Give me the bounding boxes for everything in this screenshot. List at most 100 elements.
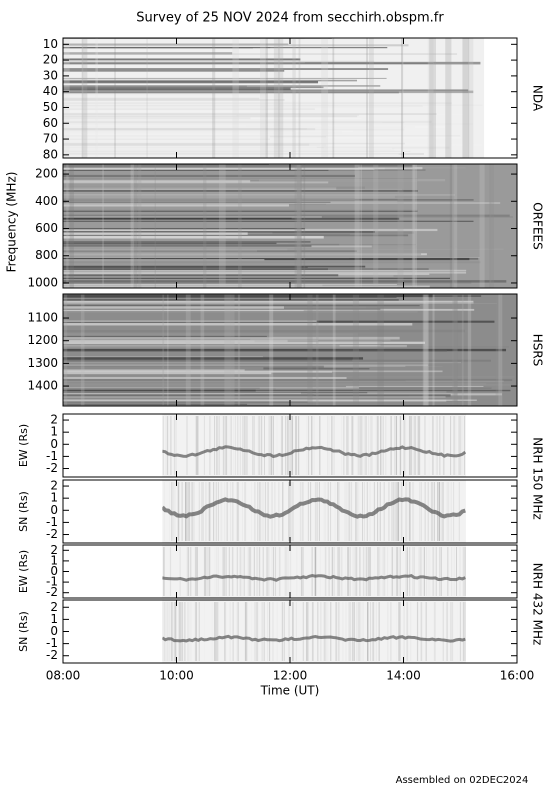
texture xyxy=(172,602,174,661)
texture xyxy=(63,99,285,101)
data-coverage xyxy=(162,414,466,477)
texture xyxy=(384,416,386,475)
texture xyxy=(228,547,230,596)
texture xyxy=(246,416,248,475)
texture xyxy=(63,200,398,202)
texture xyxy=(263,602,265,661)
texture xyxy=(236,547,238,596)
texture xyxy=(378,602,380,661)
texture xyxy=(166,602,168,661)
texture xyxy=(211,602,213,661)
texture xyxy=(324,602,326,661)
texture xyxy=(332,38,335,158)
texture xyxy=(463,602,465,661)
texture xyxy=(63,174,356,178)
texture xyxy=(130,164,135,288)
texture xyxy=(332,416,334,475)
texture xyxy=(63,294,68,406)
texture xyxy=(397,547,399,596)
y-tick-label: -2 xyxy=(46,585,58,599)
texture xyxy=(353,602,355,661)
texture xyxy=(450,416,452,475)
texture xyxy=(217,482,219,541)
texture xyxy=(185,482,187,541)
texture xyxy=(218,416,220,475)
texture xyxy=(222,416,224,475)
texture xyxy=(185,482,187,541)
texture xyxy=(292,602,294,661)
texture xyxy=(262,547,264,596)
texture xyxy=(419,482,421,541)
texture xyxy=(179,602,181,661)
texture xyxy=(63,216,322,218)
texture xyxy=(359,416,361,475)
texture xyxy=(380,416,382,475)
texture xyxy=(401,38,404,158)
texture xyxy=(63,89,469,92)
texture xyxy=(310,416,312,475)
y-tick-label: -2 xyxy=(46,527,58,541)
texture xyxy=(288,602,290,661)
texture xyxy=(395,416,397,475)
texture xyxy=(237,602,239,661)
texture xyxy=(165,416,167,475)
texture xyxy=(252,416,254,475)
texture xyxy=(218,164,226,288)
texture xyxy=(230,416,232,475)
texture xyxy=(188,482,190,541)
texture xyxy=(377,416,379,475)
y-tick-label: 600 xyxy=(35,221,58,235)
y-tick-label: 1 xyxy=(50,491,58,505)
texture xyxy=(327,602,329,661)
texture xyxy=(180,602,182,661)
texture xyxy=(63,245,312,248)
texture xyxy=(338,602,340,661)
texture xyxy=(369,482,371,541)
texture xyxy=(63,125,445,129)
texture xyxy=(195,602,197,661)
texture xyxy=(258,416,260,475)
texture xyxy=(446,482,448,541)
texture xyxy=(298,416,300,475)
texture xyxy=(215,547,217,596)
texture xyxy=(346,416,348,475)
texture xyxy=(295,416,297,475)
texture xyxy=(453,416,455,475)
texture xyxy=(225,547,227,596)
texture xyxy=(403,416,405,475)
texture xyxy=(224,547,226,596)
texture xyxy=(324,547,326,596)
texture xyxy=(63,232,248,235)
texture xyxy=(396,547,398,596)
texture xyxy=(193,482,195,541)
texture xyxy=(273,38,280,158)
texture xyxy=(468,38,474,158)
texture xyxy=(63,383,487,385)
texture xyxy=(63,62,434,64)
texture xyxy=(63,372,272,375)
texture xyxy=(63,133,260,136)
texture xyxy=(229,602,231,661)
texture xyxy=(398,602,400,661)
texture xyxy=(186,482,188,541)
texture xyxy=(417,602,419,661)
texture xyxy=(446,602,448,661)
texture xyxy=(462,38,470,158)
texture xyxy=(453,482,455,541)
texture xyxy=(63,311,418,313)
texture xyxy=(63,117,251,120)
texture xyxy=(418,416,420,475)
texture xyxy=(464,602,466,661)
texture xyxy=(251,602,253,661)
texture xyxy=(308,416,310,475)
texture xyxy=(311,602,313,661)
y-tick-label: 1400 xyxy=(27,379,58,393)
texture xyxy=(63,379,513,381)
texture xyxy=(405,482,407,541)
texture xyxy=(331,547,333,596)
texture xyxy=(63,370,333,373)
texture xyxy=(63,150,411,152)
texture xyxy=(177,482,179,541)
texture xyxy=(63,336,400,340)
texture xyxy=(171,602,173,661)
